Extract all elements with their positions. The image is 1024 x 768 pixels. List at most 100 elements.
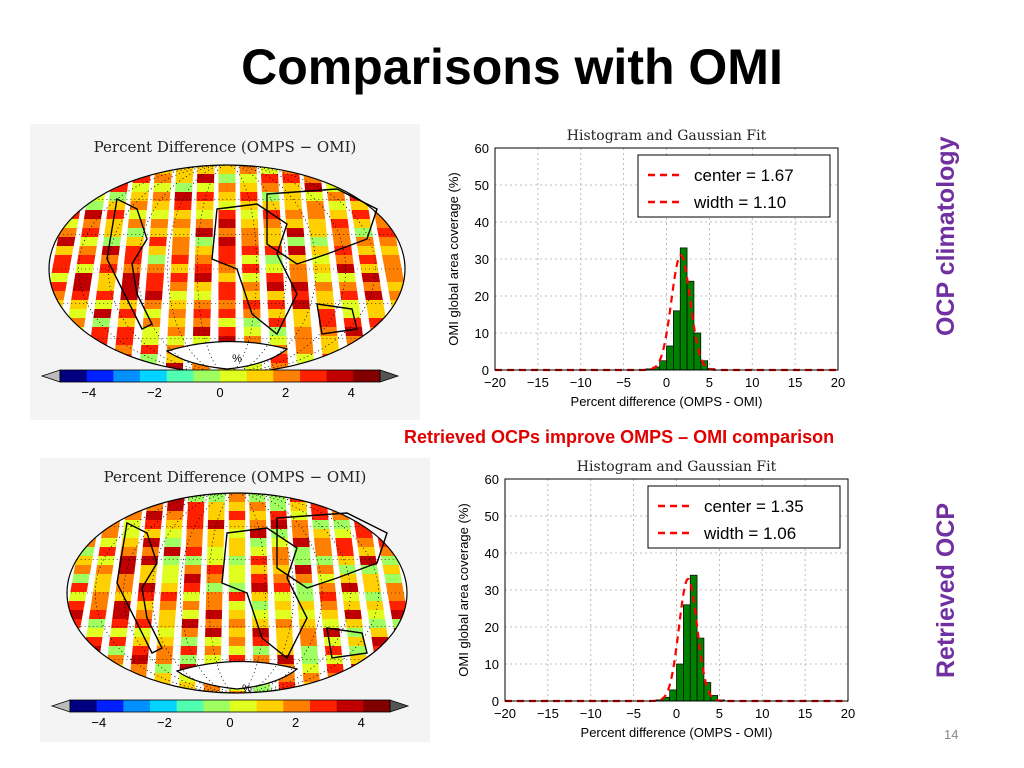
- swath-cell: [103, 228, 123, 238]
- swath-cell: [104, 673, 122, 683]
- swath-cell: [131, 183, 150, 193]
- map-title: Percent Difference (OMPS − OMI): [93, 138, 357, 156]
- continent-outline: [116, 521, 163, 654]
- colorbar-segment: [140, 370, 167, 382]
- histogram-bar: [659, 360, 667, 371]
- swath-cell: [357, 246, 376, 256]
- x-axis-label: Percent difference (OMPS - OMI): [581, 725, 773, 740]
- swath-cell: [49, 318, 61, 328]
- swath-cell: [206, 565, 224, 575]
- swath-cell: [67, 655, 76, 665]
- swath-cell: [207, 529, 225, 539]
- swath-cell: [294, 327, 313, 337]
- swath-cell: [335, 255, 354, 265]
- swath-cell: [116, 574, 135, 584]
- swath-cell: [310, 246, 330, 256]
- swath-cell: [263, 219, 281, 229]
- swath-cell: [174, 201, 192, 211]
- swath-cell: [89, 174, 109, 184]
- swath-cell: [61, 354, 80, 364]
- swath-cell: [240, 219, 259, 229]
- swath-cell: [340, 291, 359, 301]
- swath-cell: [76, 255, 96, 265]
- histogram-bar: [669, 689, 677, 702]
- swath-cell: [322, 619, 340, 629]
- swath-cell: [68, 174, 87, 184]
- swath-cell: [123, 255, 143, 265]
- swath-cell: [196, 174, 215, 184]
- swath-cell: [170, 273, 188, 283]
- swath-cell: [342, 592, 360, 602]
- swath-cell: [251, 574, 268, 584]
- swath-cell: [242, 264, 260, 274]
- swath-cell: [350, 201, 369, 211]
- colorbar-segment: [203, 700, 231, 712]
- swath-cell: [120, 547, 138, 557]
- swath-cell: [185, 547, 203, 557]
- swath-cell: [133, 165, 152, 175]
- continent-outline: [106, 197, 153, 330]
- swath-cell: [273, 583, 291, 593]
- swath-cell: [252, 637, 270, 647]
- y-tick-label: 50: [485, 509, 499, 524]
- swath-cell: [313, 529, 331, 539]
- swath-cell: [374, 354, 393, 364]
- swath-cell: [368, 318, 388, 328]
- swath-cell: [73, 565, 92, 575]
- swath-cell: [341, 300, 360, 310]
- swath-cell: [241, 246, 259, 256]
- swath-cell: [67, 637, 79, 647]
- swath-cell: [344, 327, 364, 337]
- orbit-swath: [309, 493, 347, 693]
- orbit-swath: [178, 493, 205, 693]
- swath-cell: [106, 493, 125, 503]
- swath-cell: [150, 219, 169, 229]
- swath-cell: [131, 655, 149, 665]
- colorbar-tick-label: −4: [91, 715, 106, 730]
- graticule-meridian: [167, 164, 287, 374]
- x-tick-label: −20: [494, 706, 516, 721]
- y-tick-label: 20: [485, 620, 499, 635]
- swath-cell: [271, 547, 289, 557]
- swath-cell: [204, 637, 222, 647]
- swath-cell: [355, 529, 373, 539]
- swath-cell: [272, 565, 290, 575]
- swath-cell: [228, 538, 246, 548]
- swath-cell: [290, 502, 308, 512]
- swath-cell: [170, 264, 189, 274]
- swath-cell: [218, 174, 236, 184]
- swath-cell: [172, 237, 190, 247]
- swath-cell: [78, 246, 97, 256]
- swath-cell: [204, 655, 221, 665]
- swath-cell: [172, 228, 191, 238]
- histogram-bar: [673, 310, 681, 371]
- swath-cell: [147, 493, 165, 503]
- colorbar-segment: [363, 700, 391, 712]
- swath-cell: [145, 282, 164, 292]
- swath-cell: [228, 601, 246, 611]
- swath-cell: [272, 556, 290, 566]
- swath-cell: [92, 583, 111, 593]
- map-border: [66, 492, 408, 694]
- swath-cell: [66, 318, 86, 328]
- swath-cell: [181, 619, 199, 629]
- swath-cell: [49, 309, 63, 319]
- swath-cell: [143, 529, 161, 539]
- swath-cell: [207, 547, 224, 557]
- swath-cell: [294, 556, 312, 566]
- colorbar-segment: [326, 370, 354, 382]
- swath-cell: [332, 237, 352, 247]
- swath-cell: [243, 318, 261, 328]
- x-tick-label: 20: [841, 706, 855, 721]
- swath-cell: [385, 273, 405, 283]
- swath-cell: [228, 565, 246, 575]
- swath-cell: [313, 273, 332, 283]
- swath-cell: [367, 610, 386, 620]
- swath-cell: [99, 538, 118, 548]
- swath-cell: [228, 592, 246, 602]
- swath-cell: [298, 619, 316, 629]
- legend-label: width = 1.06: [703, 524, 796, 543]
- graticule-meridian: [137, 164, 317, 374]
- swath-cell: [111, 619, 129, 629]
- swath-cell: [292, 538, 310, 548]
